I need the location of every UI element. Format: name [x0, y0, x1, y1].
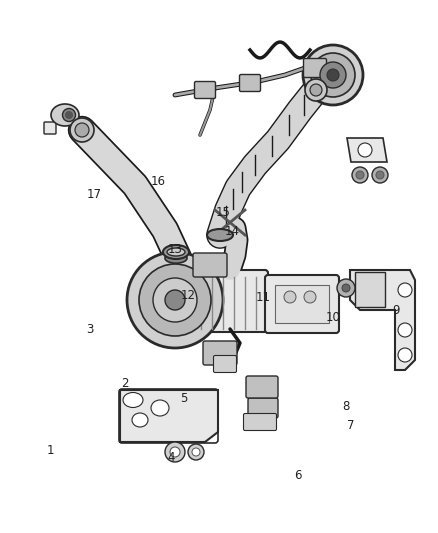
Ellipse shape — [165, 253, 187, 263]
FancyBboxPatch shape — [240, 75, 261, 92]
Circle shape — [352, 167, 368, 183]
FancyBboxPatch shape — [193, 253, 227, 277]
Polygon shape — [347, 138, 387, 162]
FancyBboxPatch shape — [355, 272, 385, 307]
FancyBboxPatch shape — [246, 376, 278, 398]
Text: 7: 7 — [346, 419, 354, 432]
Circle shape — [356, 171, 364, 179]
Circle shape — [305, 79, 327, 101]
Text: 13: 13 — [168, 243, 183, 256]
Circle shape — [327, 69, 339, 81]
Text: 4: 4 — [167, 451, 175, 464]
Circle shape — [376, 171, 384, 179]
FancyBboxPatch shape — [44, 122, 56, 134]
Circle shape — [368, 278, 382, 292]
Ellipse shape — [63, 109, 75, 122]
Circle shape — [372, 167, 388, 183]
Text: 8: 8 — [343, 400, 350, 413]
Circle shape — [311, 53, 355, 97]
Circle shape — [320, 62, 346, 88]
FancyBboxPatch shape — [265, 275, 339, 333]
Text: 2: 2 — [121, 377, 129, 390]
Circle shape — [337, 279, 355, 297]
Ellipse shape — [163, 245, 189, 259]
Circle shape — [284, 291, 296, 303]
Circle shape — [70, 118, 94, 142]
FancyBboxPatch shape — [275, 285, 329, 323]
FancyBboxPatch shape — [248, 398, 278, 418]
FancyBboxPatch shape — [213, 356, 237, 373]
FancyBboxPatch shape — [244, 414, 276, 431]
Text: 10: 10 — [325, 311, 340, 324]
Text: 15: 15 — [216, 206, 231, 219]
Circle shape — [165, 290, 185, 310]
Text: 16: 16 — [150, 175, 165, 188]
Ellipse shape — [51, 104, 79, 126]
Circle shape — [192, 448, 200, 456]
Circle shape — [139, 264, 211, 336]
Circle shape — [310, 84, 322, 96]
FancyBboxPatch shape — [203, 341, 237, 365]
Circle shape — [165, 442, 185, 462]
Text: 14: 14 — [225, 225, 240, 238]
Circle shape — [358, 143, 372, 157]
Ellipse shape — [167, 248, 185, 256]
Circle shape — [398, 323, 412, 337]
Circle shape — [188, 444, 204, 460]
Circle shape — [398, 283, 412, 297]
Text: 12: 12 — [181, 289, 196, 302]
Text: 11: 11 — [255, 291, 270, 304]
Text: 9: 9 — [392, 304, 400, 317]
Ellipse shape — [66, 111, 73, 118]
Ellipse shape — [123, 392, 143, 408]
Ellipse shape — [132, 413, 148, 427]
Ellipse shape — [165, 250, 187, 260]
Text: 17: 17 — [87, 188, 102, 201]
Polygon shape — [350, 270, 415, 370]
Polygon shape — [120, 390, 218, 442]
Ellipse shape — [207, 229, 233, 241]
Ellipse shape — [151, 400, 169, 416]
Circle shape — [170, 447, 180, 457]
Ellipse shape — [165, 247, 187, 257]
Circle shape — [153, 278, 197, 322]
Circle shape — [398, 348, 412, 362]
Circle shape — [342, 284, 350, 292]
Circle shape — [75, 123, 89, 137]
Circle shape — [127, 252, 223, 348]
Text: 6: 6 — [294, 470, 302, 482]
FancyBboxPatch shape — [167, 270, 268, 332]
Circle shape — [303, 45, 363, 105]
Text: 5: 5 — [180, 392, 187, 405]
FancyBboxPatch shape — [304, 59, 326, 77]
FancyBboxPatch shape — [194, 82, 215, 99]
Text: 1: 1 — [46, 444, 54, 457]
Text: 3: 3 — [86, 323, 93, 336]
Circle shape — [304, 291, 316, 303]
